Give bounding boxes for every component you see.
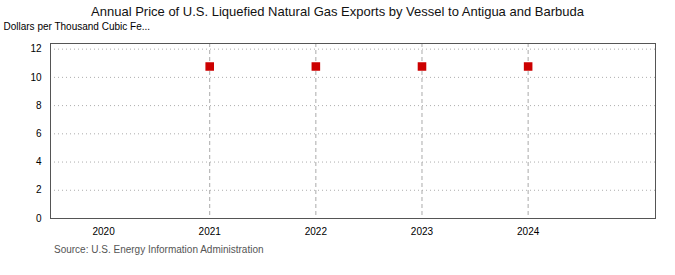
- svg-text:Dollars per Thousand Cubic Fe.: Dollars per Thousand Cubic Fe...: [4, 21, 151, 32]
- svg-text:2022: 2022: [305, 226, 328, 237]
- svg-text:12: 12: [30, 43, 42, 54]
- svg-text:4: 4: [36, 156, 42, 167]
- svg-text:2023: 2023: [411, 226, 434, 237]
- svg-text:10: 10: [30, 72, 42, 83]
- html-text:Annual Price of U.S. Liquefied: Annual Price of U.S. Liquefied Natural G…: [91, 4, 584, 19]
- svg-text:2: 2: [36, 184, 42, 195]
- svg-text:0: 0: [36, 213, 42, 224]
- svg-text:2021: 2021: [199, 226, 222, 237]
- svg-text:2024: 2024: [517, 226, 540, 237]
- svg-text:6: 6: [36, 128, 42, 139]
- svg-text:8: 8: [36, 100, 42, 111]
- html-text:Source: U.S. Energy Informatio: Source: U.S. Energy Information Administ…: [54, 244, 264, 255]
- svg-text:2020: 2020: [92, 226, 115, 237]
